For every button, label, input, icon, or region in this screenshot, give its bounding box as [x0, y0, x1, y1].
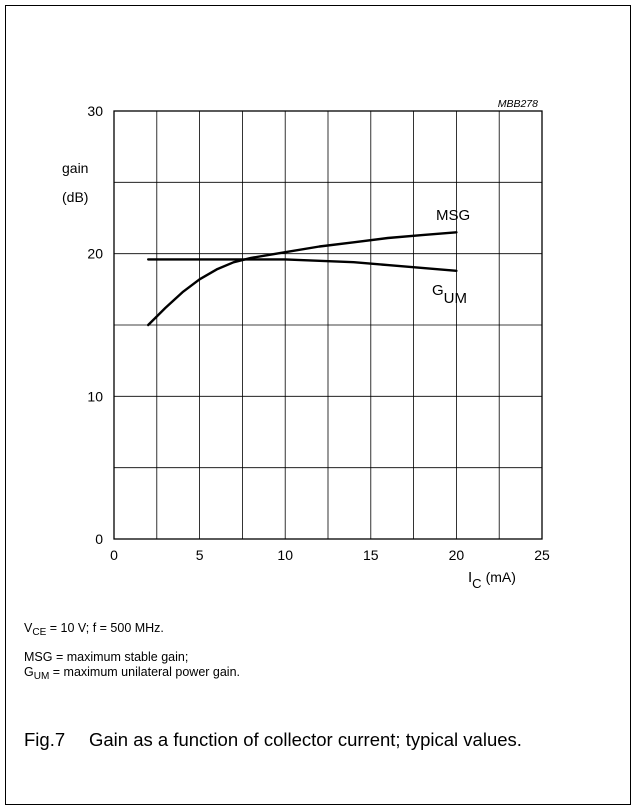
y-tick-label: 0	[95, 531, 103, 547]
y-tick-label: 30	[87, 103, 103, 119]
x-tick-label: 5	[196, 547, 204, 563]
gum-definition: GUM = maximum unilateral power gain.	[24, 665, 241, 682]
test-conditions: VCE = 10 V; f = 500 MHz.	[24, 621, 164, 638]
x-axis-label: IC (mA)	[468, 569, 516, 591]
figure-caption-text: Gain as a function of collector current;…	[89, 729, 522, 750]
x-tick-label: 0	[110, 547, 118, 563]
y-tick-label: 20	[87, 246, 103, 262]
x-tick-label: 20	[449, 547, 465, 563]
x-tick-labels: 0 5 10 15 20 25	[110, 547, 550, 563]
series-label-gum: GUM	[432, 282, 467, 307]
x-tick-label: 10	[277, 547, 293, 563]
msg-definition: MSG = maximum stable gain;	[24, 650, 189, 664]
grid	[114, 111, 542, 539]
series-line-gum	[147, 258, 458, 272]
series-label-msg: MSG	[436, 207, 470, 224]
plot-area	[113, 110, 543, 540]
figure-number: Fig.7	[24, 729, 66, 750]
x-tick-label: 15	[363, 547, 379, 563]
y-tick-labels: 0 10 20 30	[87, 103, 103, 547]
series-line-msg	[147, 231, 458, 327]
series-lines	[147, 231, 458, 327]
chart-code: MBB278	[498, 98, 538, 110]
figure-caption: Fig.7 Gain as a function of collector cu…	[24, 726, 522, 753]
x-tick-label: 25	[534, 547, 550, 563]
figure-frame	[5, 5, 631, 805]
y-axis-label: gain	[62, 160, 88, 176]
y-axis-unit: (dB)	[62, 189, 88, 205]
y-tick-label: 10	[87, 388, 103, 404]
